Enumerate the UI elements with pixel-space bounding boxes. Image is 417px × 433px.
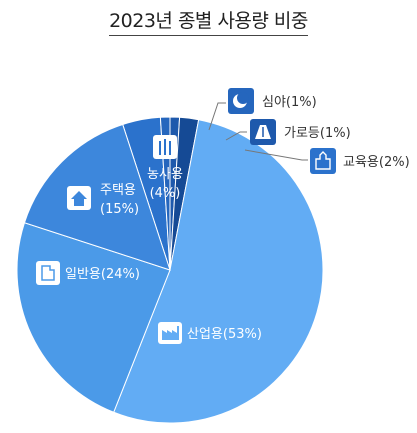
slice-label-streetlight: 가로등(1%) (250, 119, 351, 145)
slice-label-general: 일반용(24%) (36, 261, 140, 285)
svg-text:산업용(53%): 산업용(53%) (187, 327, 262, 342)
slice-label-residential: 주택용 (15%) (67, 183, 139, 217)
chart-title: 2023년 종별 사용량 비중 (0, 6, 417, 36)
pie-slice-residential (23, 123, 171, 271)
pie-slice-industrial (113, 119, 324, 424)
svg-text:일반용(24%): 일반용(24%) (65, 267, 140, 282)
slice-label-industrial: 산업용(53%) (158, 322, 262, 344)
building-icon (36, 261, 60, 285)
leader-lines (208, 102, 308, 161)
svg-text:심야(1%): 심야(1%) (262, 95, 317, 110)
svg-text:(4%): (4%) (150, 186, 181, 201)
svg-text:가로등(1%): 가로등(1%) (284, 126, 351, 141)
slice-label-night: 심야(1%) (228, 88, 317, 114)
svg-text:주택용: 주택용 (100, 183, 136, 198)
svg-text:교육용(2%): 교육용(2%) (343, 155, 410, 170)
svg-text:농사용: 농사용 (147, 167, 183, 182)
slice-label-education: 교육용(2%) (310, 148, 410, 174)
svg-text:(15%): (15%) (100, 202, 139, 217)
slice-label-agricultural: 농사용 (4%) (147, 135, 183, 201)
